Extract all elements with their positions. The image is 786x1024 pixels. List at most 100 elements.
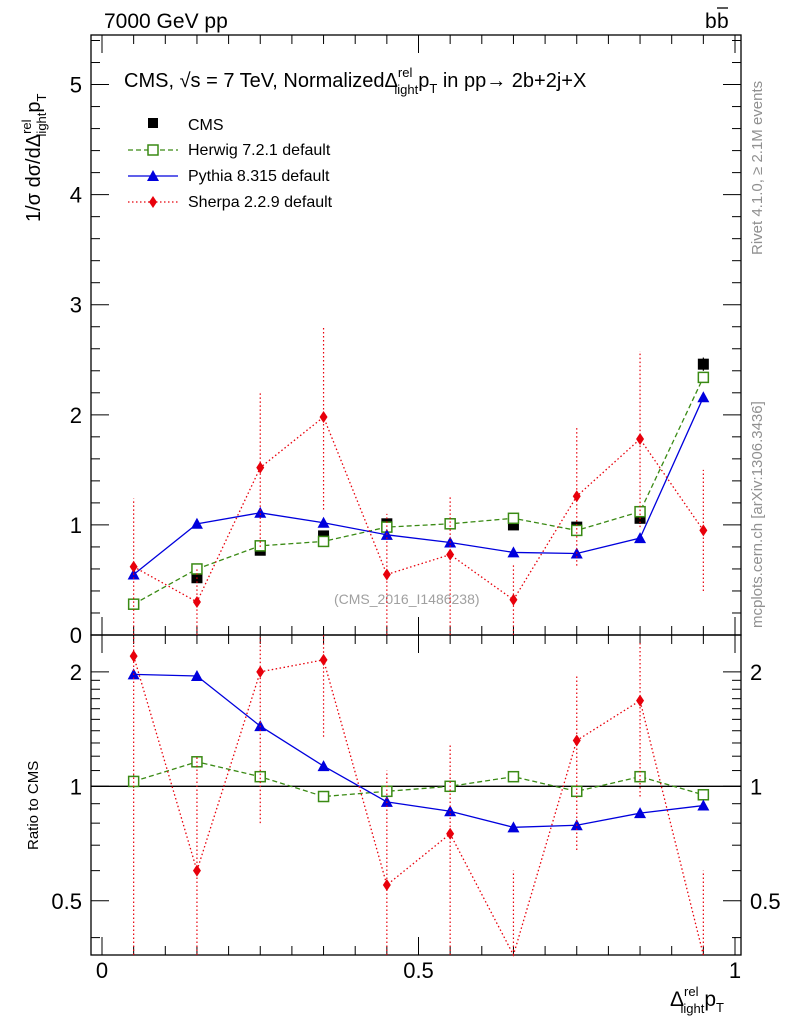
main-y-tick-label: 2 <box>70 403 82 428</box>
main-y-tick-label: 3 <box>70 293 82 318</box>
ratio-y-tick-label-right: 0.5 <box>750 889 781 914</box>
ratio-y-tick-label: 2 <box>70 660 82 685</box>
main-marker-diamond <box>382 568 391 581</box>
main-marker-diamond <box>129 560 138 573</box>
ratio-axes: 0.5 0.5 1 1 2 2 0 0.5 1 <box>51 635 781 983</box>
mcplots-label: mcplots.cern.ch [arXiv:1306.3436] <box>749 401 766 628</box>
legend-entry-pythia: Pythia 8.315 default <box>128 168 330 185</box>
main-marker-open-square <box>317 535 330 548</box>
main-marker-diamond <box>572 490 581 503</box>
ratio-marker-triangle <box>190 670 203 682</box>
main-marker-open-square <box>507 512 520 525</box>
rivet-label: Rivet 4.1.0, ≥ 2.1M events <box>749 81 766 255</box>
legend-entry-herwig: Herwig 7.2.1 default <box>128 142 331 159</box>
ratio-marker-triangle <box>317 760 330 772</box>
title-sqrt-s: √s <box>180 70 201 92</box>
ratio-marker-triangle <box>634 807 647 819</box>
ratio-series-pythia <box>127 668 710 833</box>
energy-label: 7000 GeV pp <box>104 10 228 33</box>
ratio-marker-triangle <box>697 799 710 811</box>
main-marker-open-square <box>127 598 140 610</box>
xlabel-var: p <box>704 988 716 1011</box>
main-marker-diamond <box>636 433 645 446</box>
main-marker-diamond <box>256 461 265 474</box>
main-marker-triangle <box>190 517 203 529</box>
main-line <box>133 415 704 603</box>
legend-entry-cms: CMS <box>148 117 224 134</box>
ratio-y-tick-label-right: 2 <box>750 660 762 685</box>
ratio-y-tick-label: 0.5 <box>51 889 82 914</box>
main-marker-triangle <box>317 516 330 528</box>
ratio-marker-diamond <box>319 653 328 666</box>
process-label-b: b <box>705 10 717 33</box>
ratio-marker-diamond <box>192 864 201 877</box>
title-suffix: in pp→ 2b+2j+X <box>437 70 586 92</box>
process-label: b b <box>705 7 729 33</box>
ratio-line <box>133 655 704 957</box>
ratio-marker-triangle <box>507 821 520 833</box>
main-marker-diamond <box>192 595 201 608</box>
xlabel-sub: light <box>680 1001 704 1016</box>
main-marker-diamond <box>699 524 708 537</box>
main-marker-open-square <box>571 524 583 537</box>
title-prefix: CMS, <box>124 70 180 92</box>
ylabel-sub: light <box>34 112 49 136</box>
ylabel-var: p <box>23 101 45 112</box>
ratio-y-label: Ratio to CMS <box>25 761 42 850</box>
ratio-marker-open-square <box>254 770 266 783</box>
main-marker-triangle <box>634 532 647 544</box>
ratio-marker-open-square <box>697 789 710 801</box>
main-marker-diamond <box>319 411 328 424</box>
x-tick-label: 0.5 <box>403 958 434 983</box>
ratio-series-sherpa <box>129 635 704 957</box>
main-marker-open-square <box>634 505 646 518</box>
title-var: p <box>418 70 429 92</box>
title-var-sub: T <box>429 81 437 96</box>
legend-marker-sherpa <box>149 196 157 208</box>
ratio-marker-diamond <box>572 734 581 747</box>
legend-label-sherpa: Sherpa 2.2.9 default <box>188 194 333 211</box>
title-sup: rel <box>398 65 413 80</box>
legend-label-herwig: Herwig 7.2.1 default <box>188 142 331 159</box>
ratio-marker-open-square <box>317 790 330 803</box>
ratio-marker-triangle <box>254 720 267 732</box>
main-marker-diamond <box>509 593 518 606</box>
ratio-series-herwig <box>127 756 710 803</box>
xlabel-sup: rel <box>684 984 699 999</box>
title-mid: = 7 TeV, Normalized <box>201 70 385 92</box>
main-y-tick-label: 1 <box>70 513 82 538</box>
xlabel-delta: Δ <box>670 988 684 1011</box>
title-sub: light <box>394 82 418 97</box>
main-series-cms <box>128 357 709 610</box>
main-y-tick-label: 5 <box>70 73 82 98</box>
main-series-sherpa <box>129 326 708 635</box>
legend-label-cms: CMS <box>188 117 224 134</box>
main-marker-square <box>697 358 709 370</box>
legend: CMS Herwig 7.2.1 default Pythia 8.315 de… <box>128 117 333 211</box>
main-data-marks <box>127 326 710 635</box>
ratio-marker-diamond <box>446 827 455 840</box>
ylabel-sup: rel <box>19 119 34 134</box>
ratio-y-tick-label: 1 <box>70 774 82 799</box>
ratio-marker-diamond <box>129 650 138 663</box>
legend-marker-cms <box>148 118 158 128</box>
ylabel-delta: Δ <box>23 134 45 147</box>
main-marker-triangle <box>507 546 520 558</box>
main-y-tick-label: 4 <box>70 183 82 208</box>
ratio-panel-frame <box>90 634 742 956</box>
main-marker-triangle <box>697 391 710 403</box>
ratio-marker-diamond <box>382 879 391 892</box>
main-series-pythia <box>127 391 710 580</box>
ratio-line <box>133 761 704 798</box>
main-marker-open-square <box>444 518 456 530</box>
main-series-herwig <box>127 371 710 610</box>
x-axis-label: Δrel lightpT <box>670 984 724 1016</box>
ratio-data-marks <box>127 635 710 957</box>
ratio-marker-diamond <box>256 665 265 678</box>
legend-entry-sherpa: Sherpa 2.2.9 default <box>128 194 333 211</box>
ratio-marker-open-square <box>507 770 520 783</box>
main-y-label: 1/σ dσ/dΔrellightpT <box>19 93 49 222</box>
ratio-marker-triangle <box>380 795 393 807</box>
x-tick-label: 1 <box>729 958 741 983</box>
